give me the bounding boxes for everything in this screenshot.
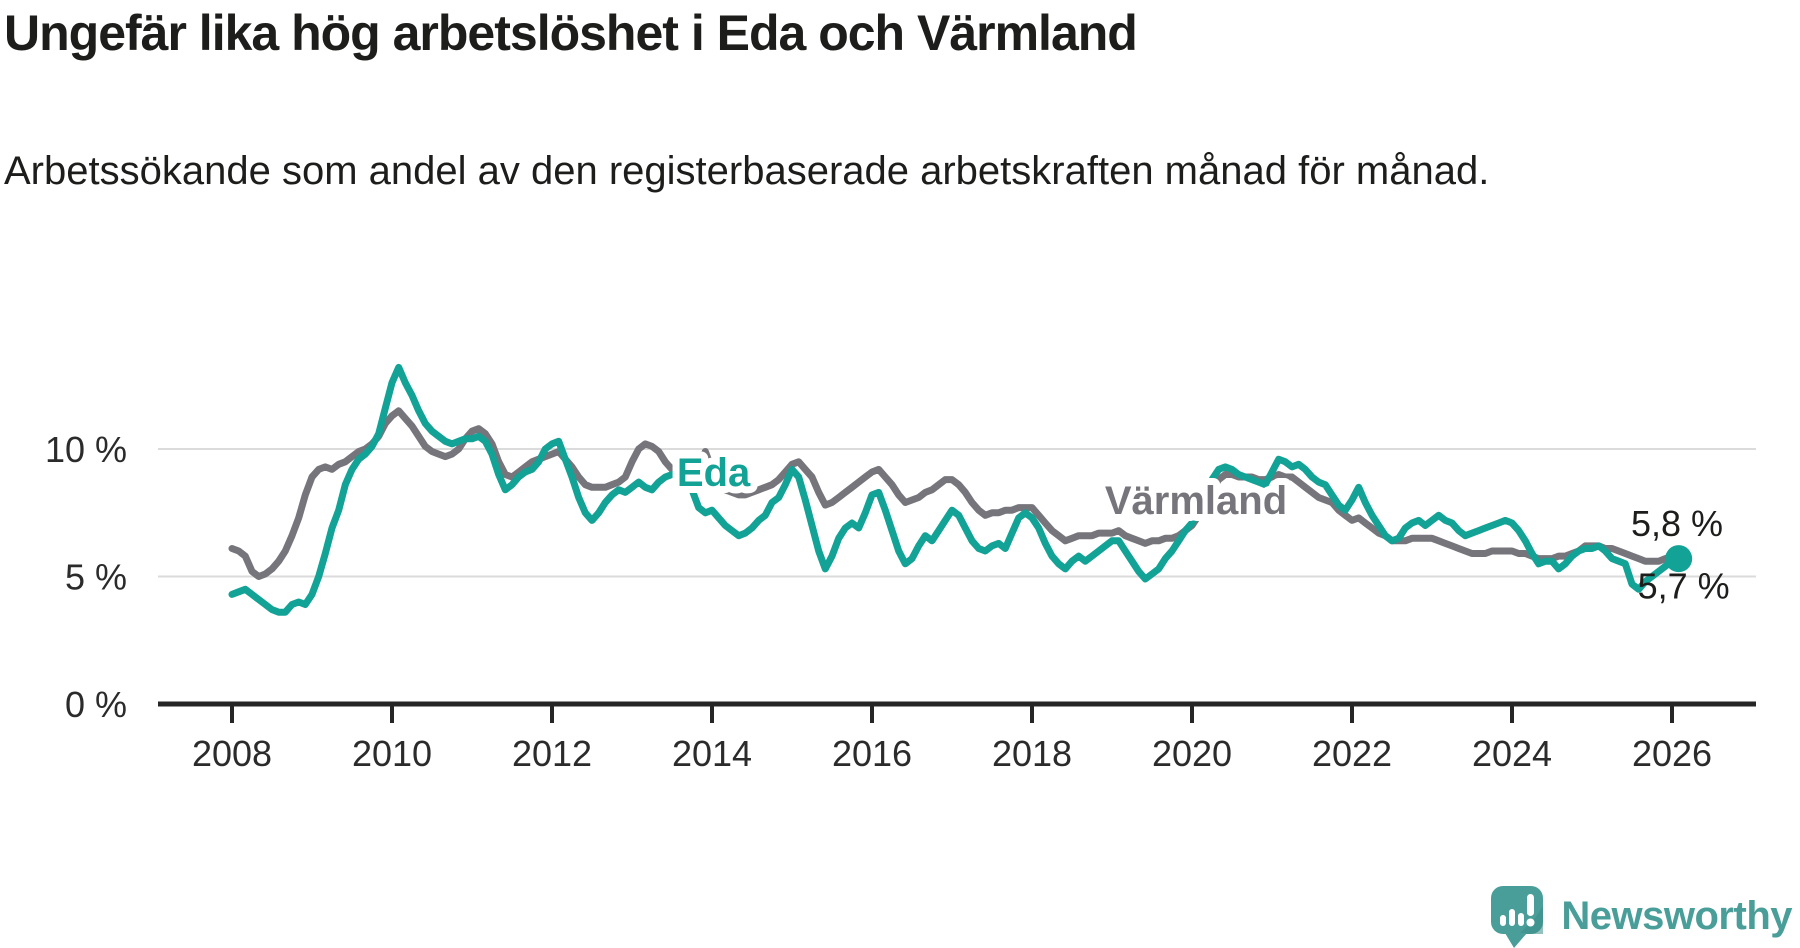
x-tick-label-2024: 2024	[1472, 733, 1552, 774]
eda-series-label: Eda	[677, 451, 751, 495]
chart-subtitle: Arbetssökande som andel av den registerb…	[4, 149, 1490, 193]
x-tick-label-2010: 2010	[352, 733, 432, 774]
brand-name: Newsworthy	[1561, 894, 1792, 938]
newsworthy-brand: Newsworthy	[1489, 884, 1792, 948]
y-tick-label-5: 5 %	[65, 557, 127, 598]
y-tick-label-10: 10 %	[45, 429, 127, 470]
varmland-end-value-label: 5,8 %	[1631, 503, 1723, 544]
logo-bar-2	[1509, 909, 1516, 926]
logo-exclamation-dot	[1526, 918, 1535, 927]
page-title: Ungefär lika hög arbetslöshet i Eda och …	[4, 5, 1138, 61]
varmland-line	[228, 407, 1676, 580]
x-tick-label-2008: 2008	[192, 733, 272, 774]
logo-bubble-tail	[1505, 933, 1528, 948]
logo-exclamation-stem	[1527, 894, 1535, 916]
y-tick-label-0: 0 %	[65, 684, 127, 725]
eda-line	[228, 363, 1683, 616]
logo-bar-3	[1518, 913, 1525, 926]
logo-bar-1	[1500, 915, 1507, 926]
x-tick-label-2016: 2016	[832, 733, 912, 774]
x-tick-label-2018: 2018	[992, 733, 1072, 774]
eda-end-value-label: 5,7 %	[1638, 566, 1730, 607]
logo-shade	[1519, 906, 1544, 934]
newsworthy-logo-icon	[1491, 886, 1544, 948]
varmland-series-label: Värmland	[1105, 479, 1287, 523]
x-tick-label-2020: 2020	[1152, 733, 1232, 774]
eda-end-dot	[1665, 545, 1693, 573]
x-tick-label-2012: 2012	[512, 733, 592, 774]
x-tick-label-2026: 2026	[1632, 733, 1712, 774]
x-tick-label-2014: 2014	[672, 733, 752, 774]
x-tick-label-2022: 2022	[1312, 733, 1392, 774]
